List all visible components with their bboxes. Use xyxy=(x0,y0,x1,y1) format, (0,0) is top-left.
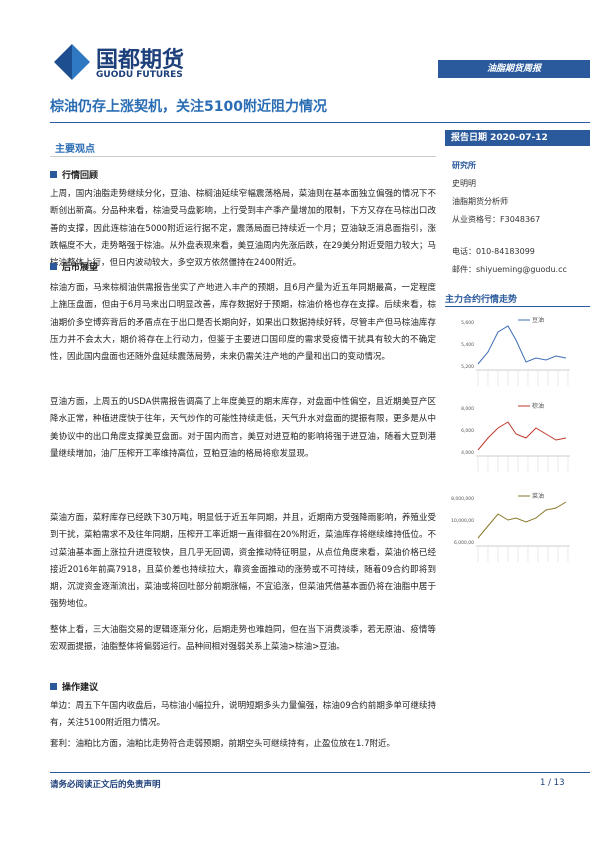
role: 油脂期货分析师 xyxy=(452,197,508,206)
paragraph: 棕油方面，马来棕榈油供需报告坐实了产地进入丰产的预期，且6月产量为近五年同期最高… xyxy=(50,283,436,363)
y-tick-label: 5,600 xyxy=(461,320,474,326)
y-tick-label: 4,000 xyxy=(461,450,474,456)
institute: 研究所 xyxy=(452,161,476,170)
section-icon xyxy=(50,683,57,690)
rule xyxy=(445,306,590,307)
y-tick-label: 8,000,000 xyxy=(451,496,474,502)
rule xyxy=(50,122,590,123)
section-icon xyxy=(50,171,57,178)
logo-cn: 国都期货 xyxy=(96,48,185,73)
section-heading: 行情回顾 xyxy=(62,171,99,181)
rule xyxy=(50,156,436,157)
email: 邮件：shiyueming@guodu.cc xyxy=(452,265,567,274)
mini-chart: 5,600 5,400 5,200 豆油 xyxy=(461,316,570,386)
paragraph: 整体上看，三大油脂交易的逻辑逐渐分化，后期走势也难趋同，但在当下消费淡季，若无原… xyxy=(50,625,436,653)
logo-en: GUODU FUTURES xyxy=(96,70,183,80)
paragraph: 套利：油粕比方面，油粕比走势符合走弱预期，前期空头可继续持有，止盈位放在1.7附… xyxy=(50,739,396,749)
section-heading: 操作建议 xyxy=(62,683,99,693)
legend-label: 棕油 xyxy=(532,402,544,410)
license: 从业资格号：F3048367 xyxy=(452,215,541,224)
analyst: 史明明 xyxy=(452,179,476,188)
charts-heading: 主力合约行情走势 xyxy=(445,295,518,305)
mini-chart: 8,000,000 10,000,00 6,000,00 菜油 xyxy=(451,492,570,562)
title: 棕油仍存上涨契机，关注5100附近阻力情况 xyxy=(50,99,327,115)
disclaimer: 请务必阅读正文后的免责声明 xyxy=(50,780,161,790)
line xyxy=(477,501,567,539)
date: 2020-07-12 xyxy=(490,133,548,143)
date-label: 报告日期 xyxy=(451,133,488,143)
y-tick-label: 8,000 xyxy=(461,406,474,412)
line xyxy=(477,421,567,451)
legend-label: 豆油 xyxy=(532,316,544,324)
report-date: 报告日期 2020-07-12 xyxy=(445,130,590,146)
page-number: 1 / 13 xyxy=(540,778,565,788)
paragraph: 豆油方面，上周五的USDA供需报告调高了上年度美豆的期末库存，对盘面中性偏空，且… xyxy=(50,397,436,459)
paragraph: 单边：周五下午国内收盘后，马棕油小幅拉升，说明短期多头力量偏强，棕油09合约前期… xyxy=(50,701,436,729)
y-tick-label: 6,000 xyxy=(461,428,474,434)
paragraph: 菜油方面，菜籽库存已经跌下30万吨，明显低于近五年同期，并且，近期南方受强降雨影… xyxy=(50,513,436,610)
rule xyxy=(50,772,590,773)
paragraph: 上周，国内油脂走势继续分化，豆油、棕榈油延续窄幅震荡格局，菜油则在基本面独立偏强… xyxy=(50,189,436,269)
phone: 电话：010-84183099 xyxy=(452,247,535,256)
y-tick-label: 5,400 xyxy=(461,342,474,348)
logo xyxy=(54,44,90,80)
y-tick-label: 5,200 xyxy=(461,364,474,370)
section-icon xyxy=(50,263,57,270)
report-type: 油脂期货周报 xyxy=(438,60,590,78)
mini-chart: 8,000 6,000 4,000 棕油 xyxy=(461,402,570,472)
legend-label: 菜油 xyxy=(532,492,544,500)
main-heading: 主要观点 xyxy=(55,144,95,155)
y-tick-label: 10,000,00 xyxy=(451,518,474,524)
y-tick-label: 6,000,00 xyxy=(454,540,474,546)
line xyxy=(477,325,567,365)
section-heading: 后市展望 xyxy=(62,263,99,273)
